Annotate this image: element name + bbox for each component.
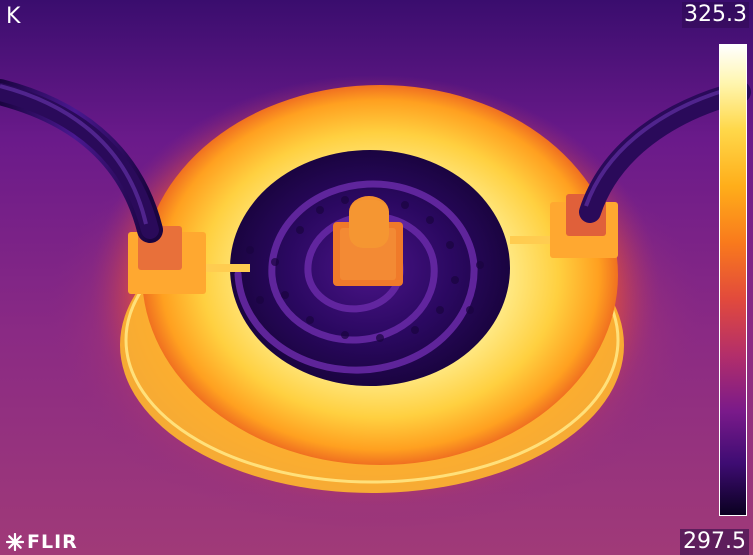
brand-logo-text: FLIR: [27, 531, 78, 553]
scale-max-value: 325.3: [682, 2, 749, 28]
brand-logo: FLIR: [6, 532, 78, 552]
flir-starburst-icon: [6, 533, 24, 551]
temperature-colorbar: [719, 44, 747, 516]
scale-min-value: 297.5: [680, 529, 749, 555]
unit-label: K: [6, 4, 21, 29]
